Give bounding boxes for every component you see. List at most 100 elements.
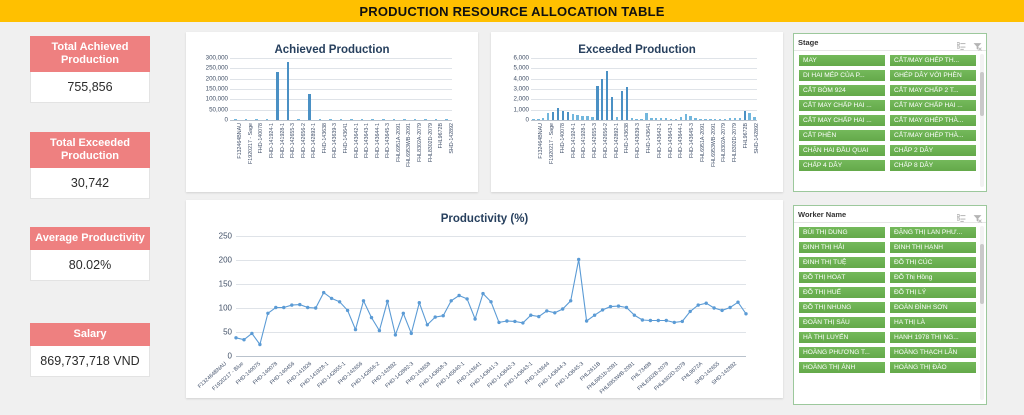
- slicer-item[interactable]: ĐINH THỊ TUỆ: [798, 256, 886, 269]
- slicer-item-list[interactable]: MAY CẮT/MAY GHÉP TH... DI HAI MÉP CỦA P...…: [794, 51, 986, 187]
- y-axis-tick-label: 250: [218, 231, 232, 241]
- gridline: [236, 260, 746, 261]
- slicer-item[interactable]: DI HAI MÉP CỦA P...: [798, 69, 886, 82]
- slicer-item[interactable]: HOÀNG THỊ ĐÀO: [889, 361, 977, 374]
- bar: [581, 115, 584, 120]
- x-axis-tick-label: FHL8302A-2079: [721, 123, 728, 162]
- slicer-item[interactable]: CẮT MAY CHẤP HAI ...: [798, 114, 886, 127]
- bar: [566, 111, 570, 120]
- slicer-item[interactable]: BÙI THỊ DUNG: [798, 226, 886, 239]
- slicer-item[interactable]: ĐỖ THỊ HUẾ: [798, 286, 886, 299]
- y-axis-tick-label: 0: [227, 351, 232, 361]
- x-axis-tick-label: FHD-143642-1: [656, 123, 663, 159]
- bar: [635, 119, 638, 120]
- kpi-value: 869,737,718 VND: [30, 346, 150, 377]
- slicer-item[interactable]: CẮT/MAY GHÉP TH...: [889, 54, 977, 67]
- bar: [733, 117, 737, 120]
- bar: [434, 119, 438, 120]
- slicer-scrollbar-thumb[interactable]: [980, 244, 984, 304]
- slicer-item[interactable]: CHẶN HAI ĐẦU QUAI: [798, 144, 886, 157]
- y-axis-tick-label: 4,000: [513, 75, 529, 83]
- slicer-item[interactable]: CẮT MAY CHẤP HAI ...: [889, 99, 977, 112]
- gridline: [230, 89, 452, 90]
- slicer-item[interactable]: ĐOÀN THỊ SÁU: [798, 316, 886, 329]
- bar: [551, 111, 555, 120]
- bar: [339, 119, 343, 120]
- slicer-item[interactable]: HANH 1978 THỊ NG...: [889, 331, 977, 344]
- slicer-item[interactable]: CHẤP 8 DÂY: [889, 159, 977, 172]
- x-axis-tick-label: FHD-142892-1: [311, 123, 318, 159]
- slicer-scrollbar[interactable]: [980, 54, 984, 187]
- slicer-item[interactable]: ĐINH THỊ HẢI: [798, 241, 886, 254]
- gridline: [230, 109, 452, 111]
- slicer-item[interactable]: ĐINH THỊ HẠNH: [889, 241, 977, 254]
- slicer-item[interactable]: MAY: [798, 54, 886, 67]
- page-title: PRODUCTION RESOURCE ALLOCATION TABLE: [359, 3, 665, 19]
- slicer-item[interactable]: CẮT/MAY GHÉP THÀ...: [889, 129, 977, 142]
- y-axis-tick-label: 2,000: [513, 95, 529, 103]
- bar: [723, 118, 727, 120]
- bar: [601, 79, 604, 120]
- slicer-item[interactable]: CẮT MAY CHẤP HAI ...: [798, 99, 886, 112]
- slicer-item[interactable]: ĐỖ THỊ HOẠT: [798, 271, 886, 284]
- x-axis-tick-label: FHL6951A-2091: [699, 123, 706, 162]
- x-axis-tick-label: FHD-141924-1: [570, 123, 577, 159]
- slicer-item[interactable]: ĐOÀN ĐÌNH SƠN: [889, 301, 977, 314]
- bar: [630, 118, 633, 120]
- slicer-item[interactable]: HOÀNG THỊ ÁNH: [798, 361, 886, 374]
- x-axis-tick-label: FHD-143639-3: [635, 123, 642, 159]
- slicer-item[interactable]: CẮT BÒM 924: [798, 84, 886, 97]
- chart-panel-achieved-production: Achieved Production 0 50,000 100,000 150,00…: [186, 32, 478, 192]
- x-axis-tick-label: FHD-142655-3: [592, 123, 599, 159]
- x-axis-tick-label: FHD-143638: [624, 123, 631, 154]
- y-axis-tick-label: 5,000: [513, 64, 529, 72]
- bar: [591, 116, 594, 120]
- slicer-item[interactable]: CHẤP 2 DÂY: [889, 144, 977, 157]
- slicer-scrollbar[interactable]: [980, 226, 984, 400]
- chart-title: Exceeded Production: [578, 44, 696, 56]
- slicer-item[interactable]: CẮT PHÈN: [798, 129, 886, 142]
- bar: [546, 112, 550, 120]
- x-axis-tick-label: FHD-143642-1: [353, 123, 360, 159]
- slicer-stage[interactable]: Stage: [793, 33, 987, 192]
- x-axis-tick-label: FHD-141928-1: [279, 123, 286, 159]
- chart-panel-exceeded-production: Exceeded Production 0 1,000 2,000 3,000 4,00…: [491, 32, 783, 192]
- bar: [674, 118, 678, 120]
- bar: [743, 111, 746, 120]
- slicer-worker-name[interactable]: Worker Name: [793, 205, 987, 405]
- y-axis-tick-label: 250,000: [205, 64, 228, 72]
- slicer-item[interactable]: CẮT MAY CHẤP 2 T...: [889, 84, 977, 97]
- clear-filter-icon[interactable]: [973, 38, 982, 51]
- kpi-label: Average Productivity: [30, 227, 150, 250]
- x-axis-line: [236, 356, 746, 357]
- slicer-item[interactable]: ĐỖ Thị Hồng: [889, 271, 977, 284]
- slicer-item[interactable]: ĐỖ THỊ LÝ: [889, 286, 977, 299]
- bar: [286, 62, 290, 120]
- bar: [392, 119, 396, 120]
- multi-select-icon[interactable]: [956, 38, 966, 50]
- slicer-item[interactable]: HÀ THỊ LUYẾN: [798, 331, 886, 344]
- x-axis-tick-label: FHL8302A-2079: [417, 123, 423, 162]
- slicer-item[interactable]: GHÉP DÂY VỚI PHÈN: [889, 69, 977, 82]
- productivity-line-series: [234, 257, 748, 347]
- slicer-item[interactable]: CẮT MAY GHÉP THÀ...: [889, 114, 977, 127]
- bar: [576, 114, 579, 120]
- slicer-item[interactable]: ĐỖ THỊ NHUNG: [798, 301, 886, 314]
- slicer-item[interactable]: HOÀNG THẠCH LÂN: [889, 346, 977, 359]
- y-axis-tick-label: 200: [218, 255, 232, 265]
- kpi-card-total-exceeded-production: Total Exceeded Production 30,742: [30, 132, 150, 199]
- slicer-item[interactable]: HOÀNG PHƯƠNG T...: [798, 346, 886, 359]
- slicer-item-list[interactable]: BÙI THỊ DUNG ĐẶNG THỊ LAN PHƯ... ĐINH THỊ …: [794, 223, 986, 400]
- x-axis-tick-label: SHD-142892: [448, 123, 455, 154]
- slicer-item[interactable]: ĐỖ THỊ CÚC: [889, 256, 977, 269]
- slicer-item[interactable]: CHẤP 4 DÂY: [798, 159, 886, 172]
- multi-select-icon[interactable]: [956, 210, 966, 222]
- clear-filter-icon[interactable]: [973, 210, 982, 223]
- slicer-item[interactable]: ĐẶNG THỊ LAN PHƯ...: [889, 226, 977, 239]
- bar: [371, 119, 374, 120]
- slicer-scrollbar-thumb[interactable]: [980, 72, 984, 116]
- gridline: [531, 89, 757, 90]
- bar: [738, 117, 741, 120]
- slicer-item[interactable]: HA THỊ LÀ: [889, 316, 977, 329]
